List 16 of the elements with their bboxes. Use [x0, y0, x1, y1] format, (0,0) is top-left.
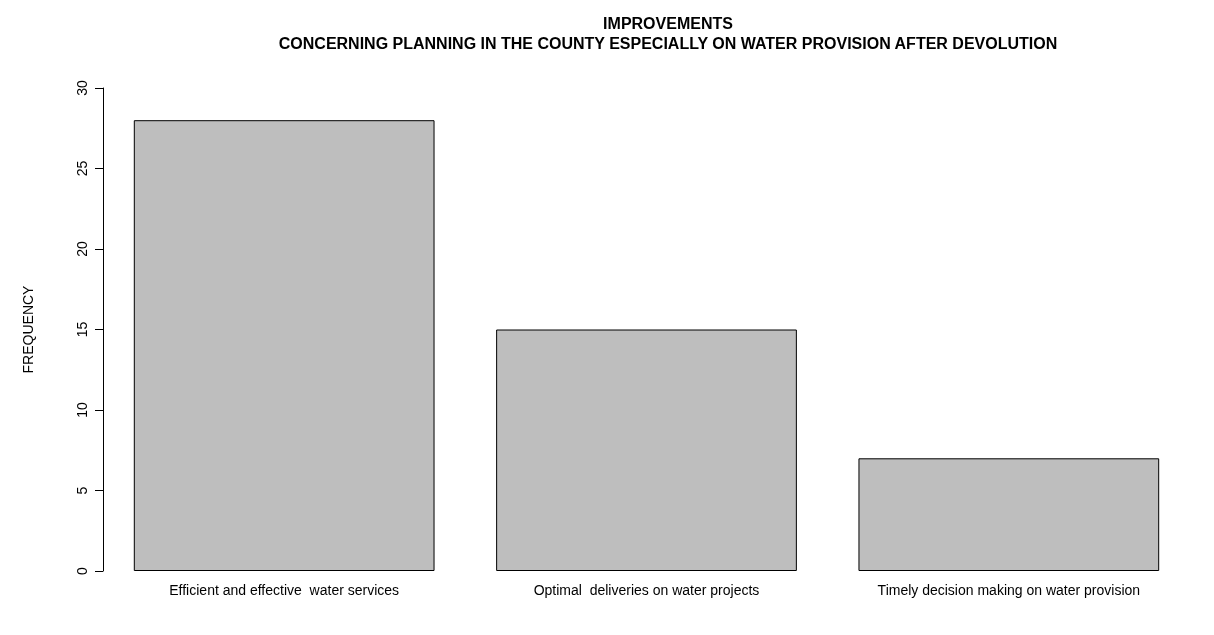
y-tick-label: 25: [74, 160, 90, 177]
bar: [496, 329, 797, 571]
y-tick-label: 30: [74, 80, 90, 96]
y-tick-label: 5: [74, 486, 90, 495]
x-tick-label: Efficient and effective water services: [169, 582, 400, 598]
y-tick-label: 15: [74, 321, 90, 338]
x-tick-label: Timely decision making on water provision: [877, 582, 1141, 598]
y-tick-label: 20: [74, 241, 90, 257]
y-tick-label: 10: [74, 402, 90, 418]
bar: [858, 458, 1160, 571]
x-tick-label: Optimal deliveries on water projects: [533, 582, 760, 598]
chart-title: IMPROVEMENTS: [603, 14, 734, 32]
bar: [133, 120, 435, 571]
chart-subtitle: CONCERNING PLANNING IN THE COUNTY ESPECIALLY ON WATER PROVISION AFTER DEVOLUTION: [278, 34, 1058, 52]
y-axis-title: FREQUENCY: [20, 284, 36, 374]
y-tick-label: 0: [74, 566, 90, 575]
